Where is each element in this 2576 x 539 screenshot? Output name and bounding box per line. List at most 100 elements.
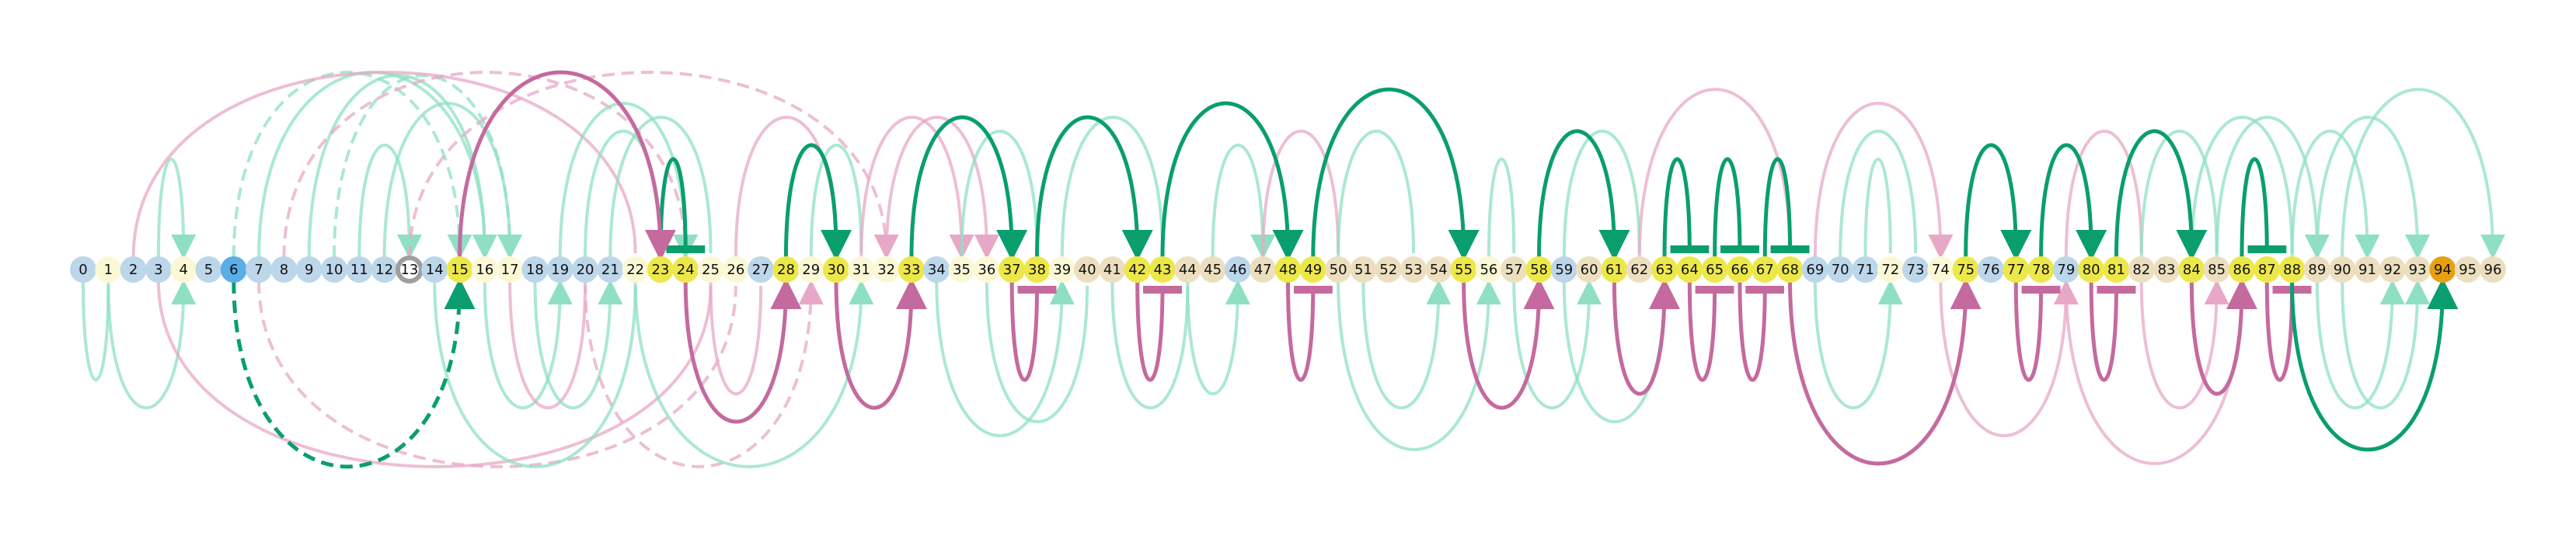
node-81[interactable]: 81 [2103,256,2130,283]
node-66[interactable]: 66 [1726,256,1753,283]
node-91[interactable]: 91 [2354,256,2381,283]
node-62[interactable]: 62 [1626,256,1653,283]
node-14[interactable]: 14 [421,256,448,283]
node-64-circle [1676,256,1703,283]
node-32[interactable]: 32 [873,256,900,283]
node-25[interactable]: 25 [697,256,724,283]
node-70[interactable]: 70 [1827,256,1854,283]
node-86[interactable]: 86 [2228,256,2255,283]
node-47[interactable]: 47 [1250,256,1277,283]
node-53[interactable]: 53 [1400,256,1427,283]
node-40[interactable]: 40 [1074,256,1101,283]
node-5[interactable]: 5 [195,256,222,283]
node-24[interactable]: 24 [672,256,699,283]
node-85[interactable]: 85 [2203,256,2230,283]
node-82[interactable]: 82 [2128,256,2155,283]
node-9[interactable]: 9 [295,256,322,283]
node-6[interactable]: 6 [220,256,247,283]
node-51[interactable]: 51 [1350,256,1377,283]
node-68[interactable]: 68 [1776,256,1804,283]
node-45[interactable]: 45 [1199,256,1226,283]
node-80[interactable]: 80 [2078,256,2105,283]
node-71[interactable]: 71 [1852,256,1879,283]
node-18[interactable]: 18 [521,256,549,283]
node-92[interactable]: 92 [2379,256,2406,283]
node-17[interactable]: 17 [497,256,524,283]
node-87[interactable]: 87 [2254,256,2281,283]
node-42[interactable]: 42 [1124,256,1151,283]
node-26[interactable]: 26 [722,256,749,283]
node-31[interactable]: 31 [848,256,875,283]
node-55[interactable]: 55 [1450,256,1477,283]
node-39[interactable]: 39 [1048,256,1075,283]
node-58-label: 58 [1530,262,1548,278]
node-8[interactable]: 8 [270,256,298,283]
node-57[interactable]: 57 [1501,256,1528,283]
node-27[interactable]: 27 [748,256,775,283]
node-96[interactable]: 96 [2480,256,2506,283]
node-29[interactable]: 29 [797,256,824,283]
node-65[interactable]: 65 [1701,256,1728,283]
node-34[interactable]: 34 [923,256,950,283]
node-28[interactable]: 28 [772,256,800,283]
node-94[interactable]: 94 [2429,256,2456,283]
node-52[interactable]: 52 [1375,256,1402,283]
node-89[interactable]: 89 [2303,256,2330,283]
node-44[interactable]: 44 [1174,256,1201,283]
node-12[interactable]: 12 [371,256,398,283]
node-90[interactable]: 90 [2329,256,2356,283]
node-30[interactable]: 30 [823,256,850,283]
node-58[interactable]: 58 [1525,256,1553,283]
node-74[interactable]: 74 [1927,256,1954,283]
node-11[interactable]: 11 [346,256,373,283]
node-78[interactable]: 78 [2027,256,2055,283]
node-56[interactable]: 56 [1475,256,1502,283]
node-72[interactable]: 72 [1877,256,1904,283]
node-49[interactable]: 49 [1299,256,1326,283]
node-22[interactable]: 22 [622,256,649,283]
node-76[interactable]: 76 [1977,256,2004,283]
node-84[interactable]: 84 [2178,256,2205,283]
node-69[interactable]: 69 [1801,256,1828,283]
node-16[interactable]: 16 [471,256,498,283]
node-33[interactable]: 33 [898,256,925,283]
node-79[interactable]: 79 [2052,256,2079,283]
node-2[interactable]: 2 [120,256,147,283]
node-20[interactable]: 20 [572,256,599,283]
node-50[interactable]: 50 [1325,256,1352,283]
node-46[interactable]: 46 [1224,256,1251,283]
node-15[interactable]: 15 [446,256,473,283]
node-46-circle [1224,256,1251,283]
node-3[interactable]: 3 [145,256,172,283]
node-75[interactable]: 75 [1952,256,1979,283]
node-4[interactable]: 4 [170,256,197,283]
node-48[interactable]: 48 [1274,256,1302,283]
node-36[interactable]: 36 [973,256,1000,283]
node-77[interactable]: 77 [2003,256,2030,283]
node-35[interactable]: 35 [948,256,975,283]
node-59[interactable]: 59 [1550,256,1577,283]
node-64[interactable]: 64 [1676,256,1703,283]
node-21[interactable]: 21 [597,256,624,283]
node-54[interactable]: 54 [1425,256,1452,283]
node-10[interactable]: 10 [321,256,348,283]
node-95[interactable]: 95 [2454,256,2481,283]
node-41[interactable]: 41 [1099,256,1126,283]
node-0[interactable]: 0 [70,256,96,283]
node-93[interactable]: 93 [2404,256,2431,283]
node-37[interactable]: 37 [999,256,1026,283]
node-43[interactable]: 43 [1149,256,1176,283]
node-83[interactable]: 83 [2153,256,2180,283]
node-67[interactable]: 67 [1752,256,1779,283]
node-13[interactable]: 13 [395,256,424,283]
node-1[interactable]: 1 [95,256,122,283]
node-19[interactable]: 19 [546,256,573,283]
node-73[interactable]: 73 [1902,256,1929,283]
node-88[interactable]: 88 [2278,256,2306,283]
node-63[interactable]: 63 [1651,256,1678,283]
node-60[interactable]: 60 [1576,256,1603,283]
node-23[interactable]: 23 [647,256,674,283]
node-7[interactable]: 7 [246,256,273,283]
node-61[interactable]: 61 [1601,256,1628,283]
node-38[interactable]: 38 [1023,256,1051,283]
